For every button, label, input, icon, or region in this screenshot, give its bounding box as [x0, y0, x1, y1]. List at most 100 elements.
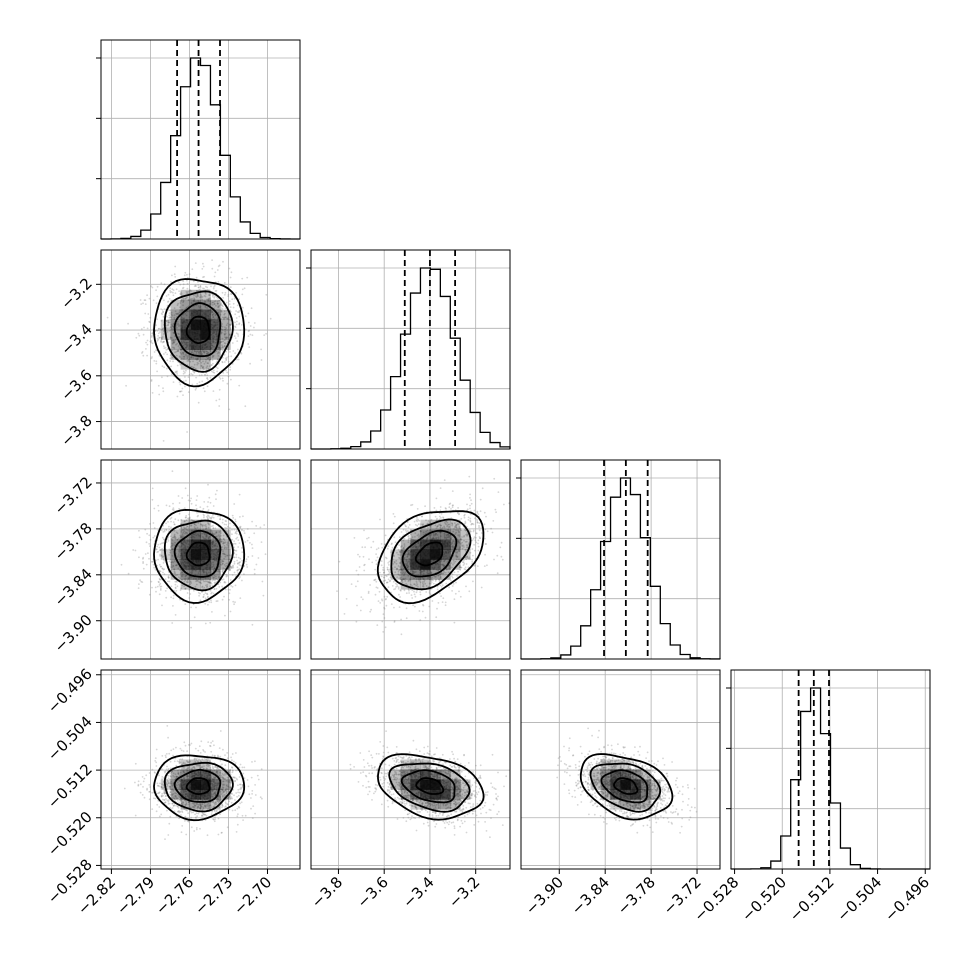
- sample-point: [229, 324, 232, 326]
- sample-point: [190, 356, 193, 359]
- sample-point: [151, 332, 154, 335]
- sample-point: [455, 523, 458, 526]
- sample-point: [169, 289, 172, 292]
- sample-point: [408, 524, 411, 526]
- sample-point: [452, 504, 454, 507]
- sample-point: [163, 538, 165, 541]
- sample-point: [179, 351, 182, 354]
- sample-point: [450, 566, 453, 569]
- sample-point: [222, 346, 224, 349]
- sample-point: [243, 532, 246, 534]
- sample-point: [177, 312, 179, 315]
- sample-point: [169, 280, 172, 283]
- sample-point: [204, 622, 207, 625]
- sample-point: [178, 547, 181, 550]
- sample-point: [184, 815, 187, 818]
- sample-point: [455, 524, 457, 526]
- sample-point: [229, 366, 232, 369]
- sample-point: [402, 547, 405, 550]
- sample-point: [407, 526, 410, 529]
- sample-point: [193, 363, 196, 366]
- sample-point: [223, 332, 226, 335]
- sample-point: [439, 487, 442, 489]
- sample-point: [161, 567, 164, 570]
- sample-point: [207, 298, 210, 300]
- sample-point: [391, 585, 394, 587]
- sample-point: [227, 375, 230, 378]
- sample-point: [443, 571, 446, 574]
- sample-point: [224, 541, 227, 544]
- density-cell: [190, 329, 201, 340]
- sample-point: [189, 581, 192, 584]
- sample-point: [466, 534, 469, 536]
- sample-point: [398, 536, 401, 539]
- sample-point: [383, 582, 386, 585]
- sample-point: [190, 356, 193, 359]
- sample-point: [397, 586, 400, 589]
- sample-point: [473, 536, 476, 539]
- sample-point: [426, 529, 429, 532]
- sample-point: [213, 297, 216, 299]
- sample-point: [182, 353, 185, 355]
- density-cell: [410, 539, 421, 550]
- sample-point: [434, 580, 437, 582]
- sample-point: [404, 571, 407, 574]
- sample-point: [399, 551, 401, 553]
- sample-point: [221, 323, 224, 325]
- sample-point: [245, 558, 248, 561]
- sample-point: [448, 586, 450, 589]
- sample-point: [182, 297, 185, 300]
- sample-point: [223, 567, 226, 570]
- density-cell: [220, 329, 231, 340]
- sample-point: [178, 324, 181, 326]
- sample-point: [450, 508, 452, 510]
- sample-point: [219, 530, 222, 532]
- sample-point: [125, 384, 127, 387]
- sample-point: [179, 283, 182, 286]
- sample-point: [360, 596, 363, 598]
- sample-point: [455, 531, 457, 534]
- sample-point: [237, 794, 240, 797]
- sample-point: [224, 555, 227, 558]
- sample-point: [216, 300, 219, 303]
- sample-point: [401, 572, 404, 575]
- sample-point: [213, 588, 216, 590]
- sample-point: [182, 283, 185, 286]
- sample-point: [448, 565, 451, 567]
- sample-point: [217, 515, 219, 517]
- sample-point: [233, 546, 235, 549]
- sample-point: [206, 352, 208, 355]
- sample-point: [212, 295, 214, 298]
- sample-point: [243, 287, 246, 290]
- sample-point: [188, 527, 190, 530]
- sample-point: [178, 550, 180, 553]
- sample-point: [235, 549, 238, 552]
- sample-point: [458, 542, 461, 544]
- sample-point: [466, 532, 468, 534]
- sample-point: [179, 550, 182, 553]
- sample-point: [171, 508, 174, 511]
- sample-point: [170, 564, 173, 566]
- sample-point: [156, 585, 159, 588]
- sample-point: [383, 607, 386, 610]
- sample-point: [160, 319, 163, 322]
- sample-point: [180, 802, 183, 805]
- sample-point: [221, 569, 224, 572]
- sample-point: [222, 297, 225, 299]
- sample-point: [211, 359, 214, 362]
- sample-point: [149, 523, 151, 525]
- sample-point: [209, 744, 211, 747]
- sample-point: [206, 516, 209, 519]
- sample-point: [397, 553, 400, 556]
- sample-point: [223, 353, 226, 356]
- sample-point: [182, 529, 184, 531]
- sample-point: [405, 525, 407, 528]
- sample-point: [222, 340, 225, 343]
- sample-point: [414, 595, 417, 598]
- sample-point: [173, 318, 176, 320]
- sample-point: [195, 524, 197, 527]
- sample-point: [161, 341, 164, 344]
- sample-point: [137, 587, 140, 589]
- sample-point: [187, 391, 190, 393]
